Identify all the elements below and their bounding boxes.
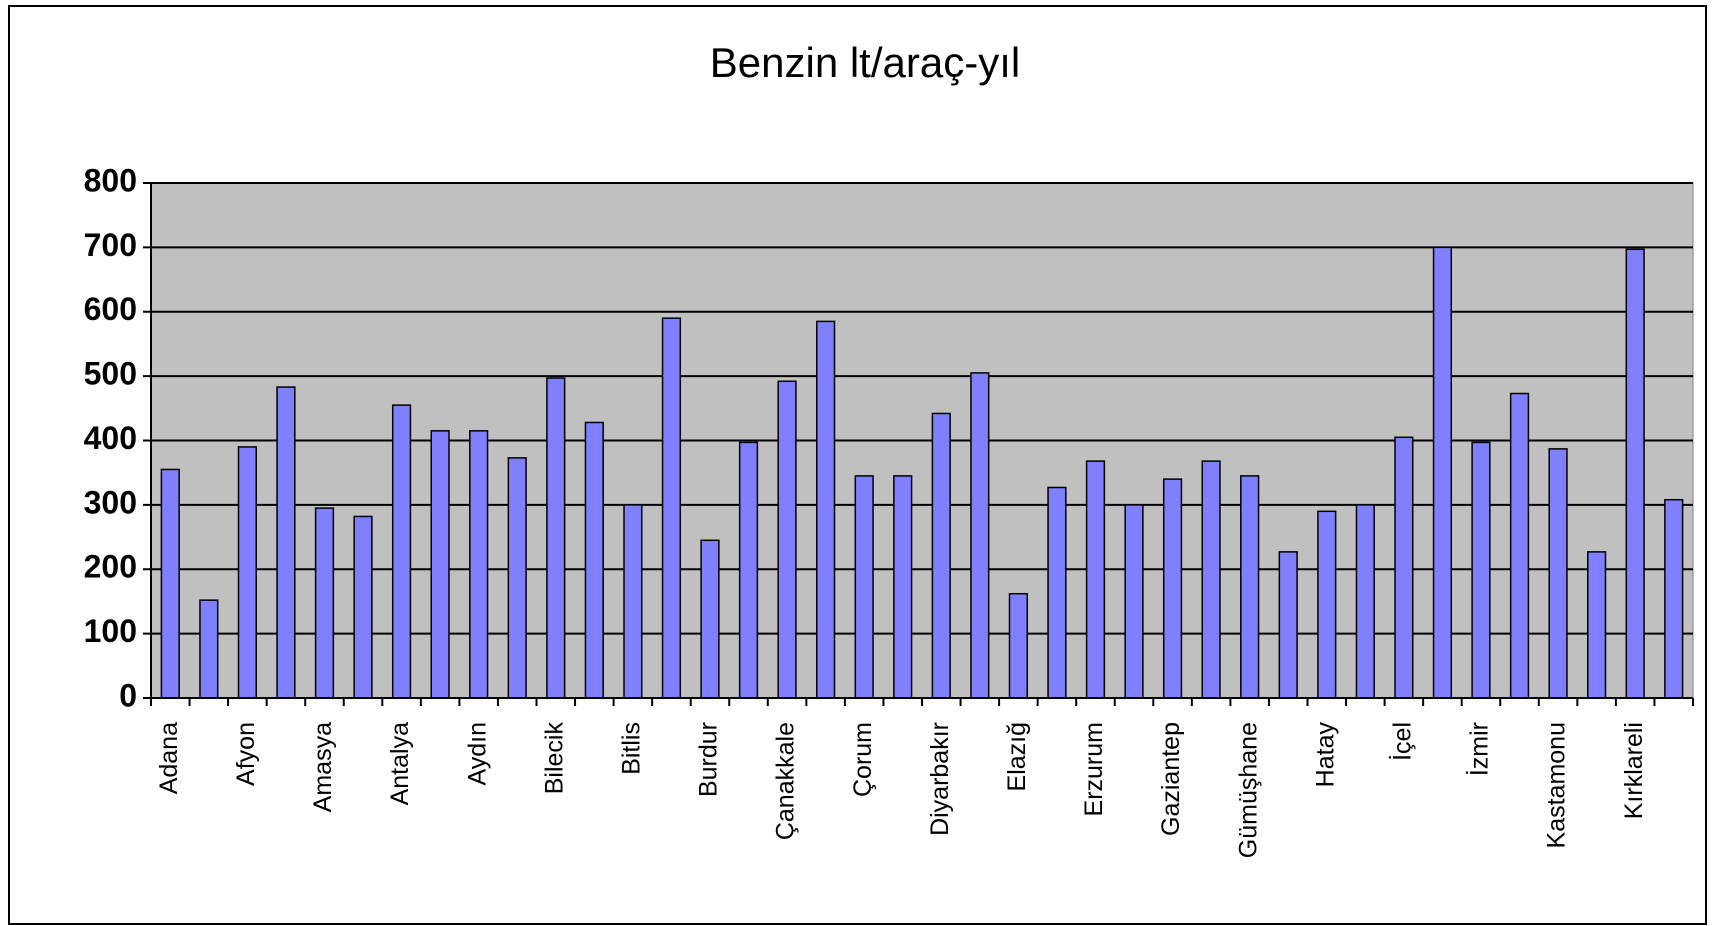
x-tick-label: Afyon (232, 722, 260, 786)
bar (160, 468, 180, 699)
bar (1162, 478, 1183, 699)
bar (1240, 475, 1260, 699)
x-tick-label: Erzurum (1080, 722, 1108, 816)
bar (1394, 436, 1414, 699)
x-tick-label: Bitlis (617, 722, 645, 775)
x-tick-label: Kırklareli (1620, 722, 1648, 819)
y-tick-label: 800 (84, 162, 137, 198)
bar (970, 372, 990, 699)
x-tick-label: Antalya (386, 722, 414, 805)
bar (546, 377, 566, 699)
x-tick-label: Aydın (463, 722, 491, 785)
bar (353, 515, 373, 699)
bar (1047, 486, 1067, 699)
bar (391, 404, 412, 699)
chart-title: Benzin lt/araç-yıl (710, 39, 1020, 86)
bar (1471, 441, 1491, 699)
bar (1085, 460, 1106, 699)
y-tick-label: 400 (84, 420, 137, 456)
bar (1201, 460, 1221, 699)
bar (893, 475, 913, 699)
bar (777, 380, 797, 699)
x-tick-label: Diyarbakır (926, 722, 954, 836)
bar (1664, 498, 1684, 699)
bar (237, 446, 257, 699)
x-tick-label: İçel (1387, 722, 1416, 761)
bar (1432, 246, 1453, 699)
bar (314, 507, 335, 699)
x-tick-label: Gaziantep (1157, 722, 1185, 836)
x-tick-label: Bilecik (540, 722, 568, 795)
y-tick-label: 700 (84, 227, 137, 263)
x-tick-label: İzmir (1465, 722, 1494, 776)
bar (199, 599, 219, 699)
y-tick-label: 600 (84, 291, 137, 327)
y-tick-label: 0 (119, 677, 137, 713)
bar (1317, 510, 1337, 699)
bar (1124, 504, 1144, 699)
y-tick-label: 500 (84, 356, 137, 392)
bar (469, 430, 489, 699)
x-tick-label: Burdur (695, 722, 723, 797)
y-tick-label: 200 (84, 549, 137, 585)
x-tick-label: Amasya (309, 722, 337, 812)
bar (276, 386, 296, 699)
bar (700, 539, 720, 699)
bar (1509, 392, 1530, 699)
bar (1548, 448, 1568, 699)
x-tick-label: Hatay (1311, 722, 1339, 788)
bar (1587, 551, 1607, 699)
x-tick-label: Çorum (849, 722, 877, 797)
x-tick-label: Kastamonu (1543, 722, 1571, 848)
x-tick-label: Elazığ (1003, 722, 1031, 791)
bar (1355, 504, 1375, 699)
x-tick-label: Gümüşhane (1234, 722, 1262, 858)
bar (1008, 592, 1028, 699)
bar (931, 412, 951, 699)
x-tick-label: Çanakkale (772, 722, 800, 840)
bar (1625, 248, 1645, 699)
bar (430, 430, 450, 699)
bar (854, 475, 874, 699)
bar (507, 457, 527, 699)
y-tick-label: 100 (84, 613, 137, 649)
bar (623, 504, 643, 699)
bar (661, 317, 682, 699)
bar (584, 421, 604, 699)
bar (816, 320, 836, 699)
bar (1278, 551, 1298, 699)
bar (738, 441, 759, 699)
x-tick-label: Adana (155, 722, 183, 794)
y-tick-label: 300 (84, 484, 137, 520)
